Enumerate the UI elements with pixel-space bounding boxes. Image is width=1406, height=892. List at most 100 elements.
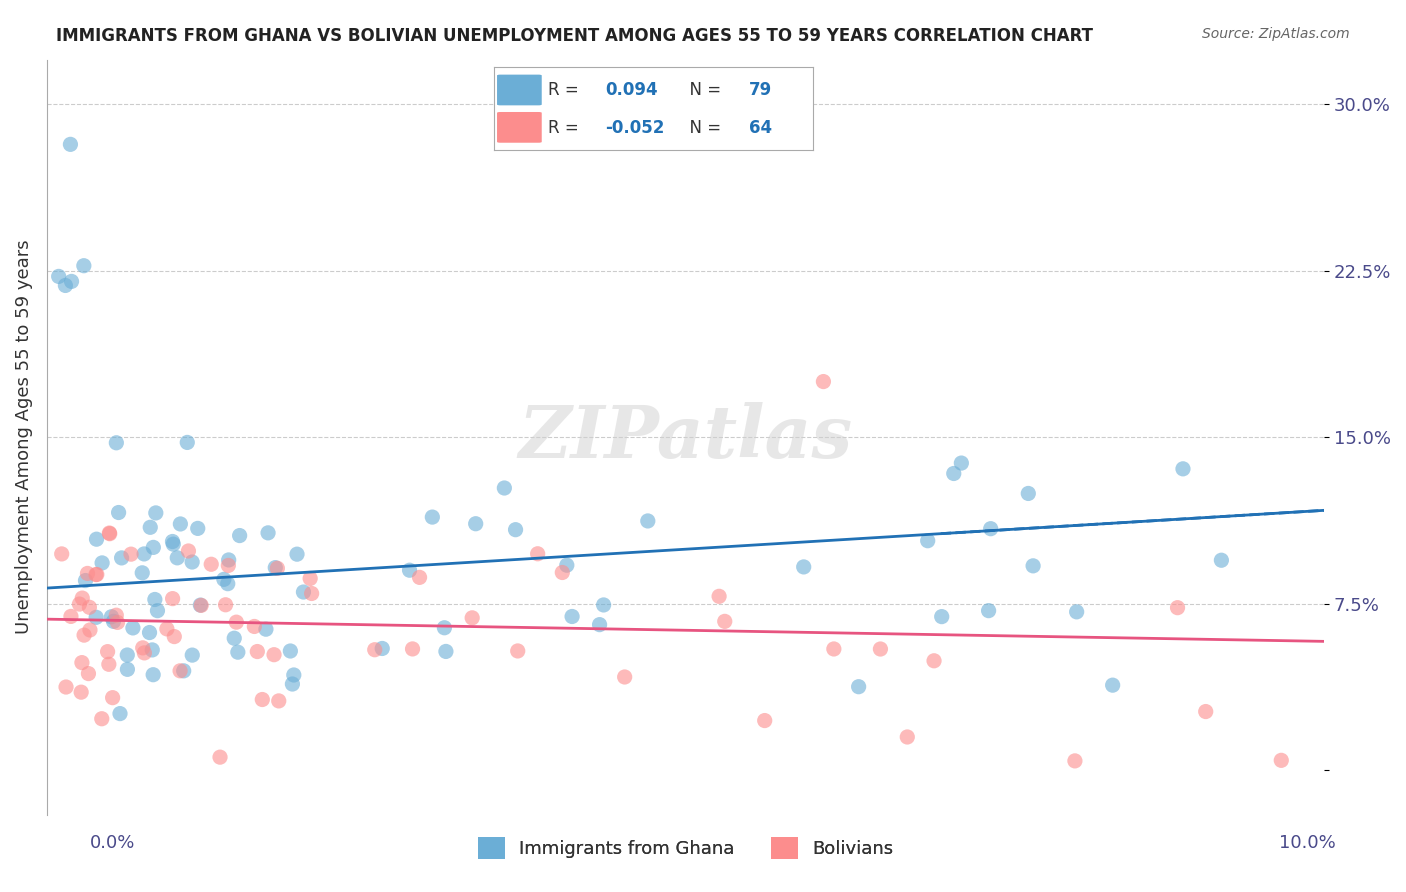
Bolivians xyxy=(266,561,288,575)
Immigrants from Ghana xyxy=(187,521,209,535)
Bolivians xyxy=(299,571,322,585)
Immigrants from Ghana xyxy=(169,516,191,531)
Immigrants from Ghana xyxy=(181,648,204,662)
Bolivians xyxy=(73,628,96,642)
Immigrants from Ghana xyxy=(117,648,139,662)
Bolivians xyxy=(301,586,323,600)
Immigrants from Ghana xyxy=(181,555,204,569)
Immigrants from Ghana xyxy=(55,278,77,293)
Immigrants from Ghana xyxy=(1017,486,1039,500)
Immigrants from Ghana xyxy=(73,259,96,273)
Bolivians xyxy=(869,642,891,657)
Immigrants from Ghana xyxy=(224,631,246,645)
Immigrants from Ghana xyxy=(464,516,486,531)
Bolivians xyxy=(101,690,124,705)
Immigrants from Ghana xyxy=(637,514,659,528)
Bolivians xyxy=(84,567,107,582)
Immigrants from Ghana xyxy=(105,435,128,450)
Immigrants from Ghana xyxy=(162,537,184,551)
Immigrants from Ghana xyxy=(143,592,166,607)
Immigrants from Ghana xyxy=(108,706,131,721)
Immigrants from Ghana xyxy=(371,641,394,656)
Bolivians xyxy=(90,712,112,726)
Bolivians xyxy=(169,664,191,678)
Immigrants from Ghana xyxy=(176,435,198,450)
Bolivians xyxy=(162,591,184,606)
Immigrants from Ghana xyxy=(91,556,114,570)
Bolivians xyxy=(208,750,231,764)
Bolivians xyxy=(1270,753,1292,767)
Bolivians xyxy=(506,644,529,658)
Immigrants from Ghana xyxy=(1101,678,1123,692)
Immigrants from Ghana xyxy=(950,456,973,470)
Bolivians xyxy=(401,641,423,656)
Immigrants from Ghana xyxy=(1211,553,1233,567)
Bolivians xyxy=(1167,600,1189,615)
Immigrants from Ghana xyxy=(212,573,235,587)
Immigrants from Ghana xyxy=(228,528,250,542)
Immigrants from Ghana xyxy=(134,547,156,561)
Y-axis label: Unemployment Among Ages 55 to 59 years: Unemployment Among Ages 55 to 59 years xyxy=(15,240,32,634)
Immigrants from Ghana xyxy=(162,534,184,549)
Immigrants from Ghana xyxy=(980,522,1002,536)
Bolivians xyxy=(107,615,129,630)
Bolivians xyxy=(613,670,636,684)
Bolivians xyxy=(922,654,945,668)
Bolivians xyxy=(132,640,155,655)
Bolivians xyxy=(177,544,200,558)
Bolivians xyxy=(134,646,156,660)
Immigrants from Ghana xyxy=(281,677,304,691)
Immigrants from Ghana xyxy=(59,137,82,152)
Bolivians xyxy=(246,644,269,658)
Bolivians xyxy=(252,692,274,706)
Immigrants from Ghana xyxy=(977,604,1000,618)
Bolivians xyxy=(408,570,430,584)
Immigrants from Ghana xyxy=(145,506,167,520)
Bolivians xyxy=(243,619,266,633)
Immigrants from Ghana xyxy=(942,467,965,481)
Bolivians xyxy=(120,547,142,561)
Bolivians xyxy=(55,680,77,694)
Bolivians xyxy=(97,645,120,659)
Text: 10.0%: 10.0% xyxy=(1279,834,1336,852)
Bolivians xyxy=(267,694,290,708)
Immigrants from Ghana xyxy=(166,550,188,565)
Immigrants from Ghana xyxy=(103,615,125,629)
Bolivians xyxy=(713,615,735,629)
Bolivians xyxy=(1064,754,1087,768)
Bolivians xyxy=(156,622,179,636)
Bolivians xyxy=(813,375,835,389)
Immigrants from Ghana xyxy=(1171,462,1194,476)
Bolivians xyxy=(76,566,98,581)
Immigrants from Ghana xyxy=(433,621,456,635)
Bolivians xyxy=(163,630,186,644)
Immigrants from Ghana xyxy=(100,609,122,624)
Immigrants from Ghana xyxy=(110,550,132,565)
Immigrants from Ghana xyxy=(505,523,527,537)
Bolivians xyxy=(214,598,236,612)
Bolivians xyxy=(70,656,93,670)
Bolivians xyxy=(707,590,730,604)
Bolivians xyxy=(823,642,845,657)
Immigrants from Ghana xyxy=(60,274,83,288)
Immigrants from Ghana xyxy=(86,532,108,546)
Immigrants from Ghana xyxy=(217,576,239,591)
Immigrants from Ghana xyxy=(75,574,97,588)
Bolivians xyxy=(51,547,73,561)
Bolivians xyxy=(461,611,484,625)
Bolivians xyxy=(190,599,212,613)
Bolivians xyxy=(59,609,82,624)
Bolivians xyxy=(79,623,101,637)
Bolivians xyxy=(551,566,574,580)
Immigrants from Ghana xyxy=(48,269,70,284)
Immigrants from Ghana xyxy=(931,609,953,624)
Immigrants from Ghana xyxy=(555,558,578,573)
Bolivians xyxy=(217,558,239,573)
Immigrants from Ghana xyxy=(264,560,287,574)
Bolivians xyxy=(79,600,101,615)
Bolivians xyxy=(263,648,285,662)
Bolivians xyxy=(225,615,247,630)
Immigrants from Ghana xyxy=(84,610,107,624)
Immigrants from Ghana xyxy=(917,533,939,548)
Immigrants from Ghana xyxy=(218,553,240,567)
